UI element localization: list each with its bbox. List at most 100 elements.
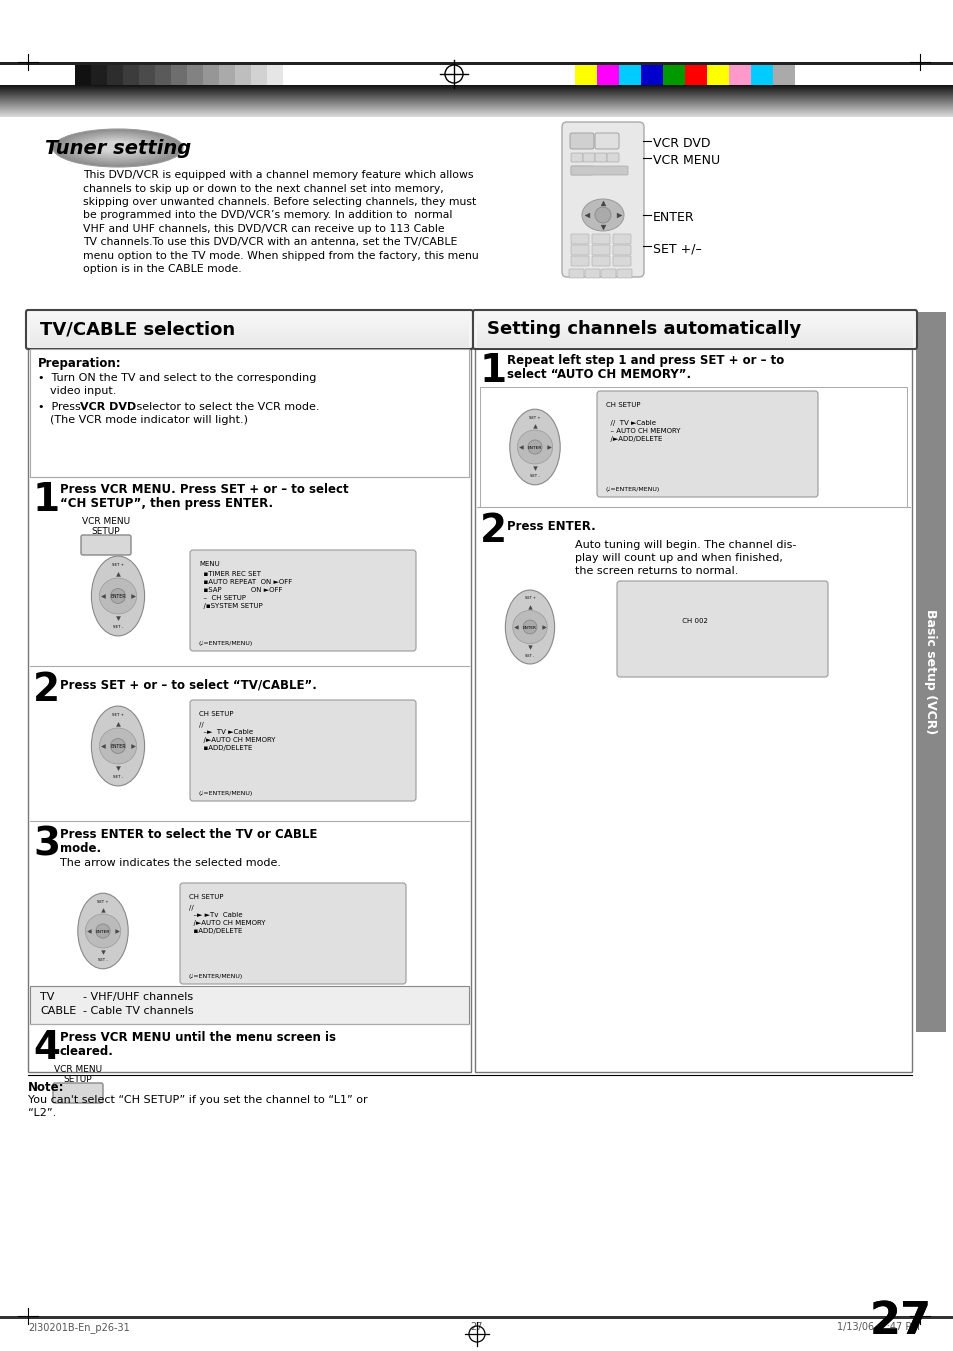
Ellipse shape <box>517 430 552 463</box>
Text: - VHF/UHF channels: - VHF/UHF channels <box>83 992 193 1002</box>
Ellipse shape <box>59 131 176 165</box>
Circle shape <box>595 207 610 223</box>
Text: ENTER: ENTER <box>111 594 126 600</box>
Bar <box>107 65 123 85</box>
Text: /►AUTO CH MEMORY: /►AUTO CH MEMORY <box>199 738 275 743</box>
FancyBboxPatch shape <box>584 269 599 278</box>
Text: VCR MENU: VCR MENU <box>82 517 130 526</box>
FancyBboxPatch shape <box>571 153 582 162</box>
Ellipse shape <box>62 131 172 163</box>
Text: SET -: SET - <box>112 626 123 630</box>
Text: VCR DVD: VCR DVD <box>80 403 136 412</box>
FancyBboxPatch shape <box>561 122 643 277</box>
Text: ▪ADD/DELETE: ▪ADD/DELETE <box>199 744 253 751</box>
Text: (♩=ENTER/MENU): (♩=ENTER/MENU) <box>189 974 243 979</box>
Bar <box>0 0 953 62</box>
Text: be programmed into the DVD/VCR’s memory. In addition to  normal: be programmed into the DVD/VCR’s memory.… <box>83 211 452 220</box>
Text: 1/13/06, 2:47 PM: 1/13/06, 2:47 PM <box>836 1323 919 1332</box>
Ellipse shape <box>74 135 159 159</box>
Text: skipping over unwanted channels. Before selecting channels, they must: skipping over unwanted channels. Before … <box>83 197 476 207</box>
Text: SET +/–: SET +/– <box>652 242 701 255</box>
Text: TV: TV <box>40 992 54 1002</box>
Text: •  Turn ON the TV and select to the corresponding: • Turn ON the TV and select to the corre… <box>38 373 316 382</box>
Ellipse shape <box>96 141 135 153</box>
FancyBboxPatch shape <box>592 255 609 266</box>
FancyBboxPatch shape <box>571 245 588 255</box>
Text: menu option to the TV mode. When shipped from the factory, this menu: menu option to the TV mode. When shipped… <box>83 251 478 261</box>
FancyBboxPatch shape <box>613 245 630 255</box>
Bar <box>479 386 906 507</box>
Text: (♩=ENTER/MENU): (♩=ENTER/MENU) <box>199 790 253 796</box>
Text: VCR MENU: VCR MENU <box>54 1065 102 1074</box>
Text: VCR MENU: VCR MENU <box>652 154 720 168</box>
Bar <box>203 65 219 85</box>
FancyBboxPatch shape <box>600 269 616 278</box>
Ellipse shape <box>581 199 623 231</box>
FancyBboxPatch shape <box>26 309 473 349</box>
Bar <box>75 65 91 85</box>
Ellipse shape <box>512 611 547 643</box>
Text: ∕∕: ∕∕ <box>199 721 204 727</box>
Bar <box>475 347 911 1071</box>
FancyBboxPatch shape <box>571 255 588 266</box>
Text: CH SETUP: CH SETUP <box>189 894 223 900</box>
Text: channels to skip up or down to the next channel set into memory,: channels to skip up or down to the next … <box>83 184 443 193</box>
Text: MENU: MENU <box>199 561 219 567</box>
Ellipse shape <box>84 138 149 157</box>
Text: 2I30201B-En_p26-31: 2I30201B-En_p26-31 <box>28 1323 130 1333</box>
FancyBboxPatch shape <box>53 1084 103 1102</box>
Text: –  CH SETUP: – CH SETUP <box>199 594 246 601</box>
Text: SET +: SET + <box>529 416 540 420</box>
FancyBboxPatch shape <box>582 153 595 162</box>
Text: Tuner setting: Tuner setting <box>45 139 191 158</box>
Text: CH SETUP: CH SETUP <box>199 711 233 717</box>
Text: “CH SETUP”, then press ENTER.: “CH SETUP”, then press ENTER. <box>60 497 273 509</box>
FancyBboxPatch shape <box>597 390 817 497</box>
Bar <box>915 312 945 1032</box>
Ellipse shape <box>91 139 142 154</box>
Bar <box>28 347 471 1071</box>
Bar <box>171 65 187 85</box>
Text: “L2”.: “L2”. <box>28 1108 56 1119</box>
Text: ENTER: ENTER <box>95 929 111 934</box>
FancyBboxPatch shape <box>180 884 406 984</box>
Circle shape <box>111 589 125 604</box>
Text: TV/CABLE selection: TV/CABLE selection <box>40 320 234 338</box>
Ellipse shape <box>91 707 145 786</box>
Circle shape <box>527 440 541 454</box>
Text: 2: 2 <box>33 671 60 709</box>
Text: SETUP: SETUP <box>64 1075 92 1084</box>
Ellipse shape <box>71 134 162 161</box>
Text: 3: 3 <box>33 825 60 865</box>
Text: 27: 27 <box>470 1323 483 1332</box>
Circle shape <box>111 739 125 754</box>
Bar <box>234 65 251 85</box>
Bar <box>251 65 267 85</box>
Bar <box>91 65 107 85</box>
Bar <box>640 65 662 85</box>
Bar <box>187 65 203 85</box>
Text: ▪AUTO REPEAT  ON ►OFF: ▪AUTO REPEAT ON ►OFF <box>199 580 292 585</box>
FancyBboxPatch shape <box>81 535 131 555</box>
Text: play will count up and when finished,: play will count up and when finished, <box>575 553 782 563</box>
Text: ▪TIMER REC SET: ▪TIMER REC SET <box>199 571 261 577</box>
Text: VCR DVD: VCR DVD <box>652 136 710 150</box>
Bar <box>219 65 234 85</box>
Bar <box>30 986 469 1024</box>
Bar <box>283 65 298 85</box>
Text: ENTER: ENTER <box>111 744 126 750</box>
Text: SET -: SET - <box>530 474 539 478</box>
Text: option is in the CABLE mode.: option is in the CABLE mode. <box>83 265 241 274</box>
Text: CH 002: CH 002 <box>625 617 707 624</box>
Bar <box>750 65 772 85</box>
Text: Press ENTER.: Press ENTER. <box>506 520 595 534</box>
Text: ENTER: ENTER <box>527 446 541 450</box>
Ellipse shape <box>99 728 136 763</box>
Bar <box>684 65 706 85</box>
Text: Basic setup (VCR): Basic setup (VCR) <box>923 609 937 735</box>
Text: ENTER: ENTER <box>522 626 537 630</box>
Ellipse shape <box>66 132 170 163</box>
Ellipse shape <box>78 136 155 158</box>
FancyBboxPatch shape <box>613 234 630 245</box>
FancyBboxPatch shape <box>592 245 609 255</box>
